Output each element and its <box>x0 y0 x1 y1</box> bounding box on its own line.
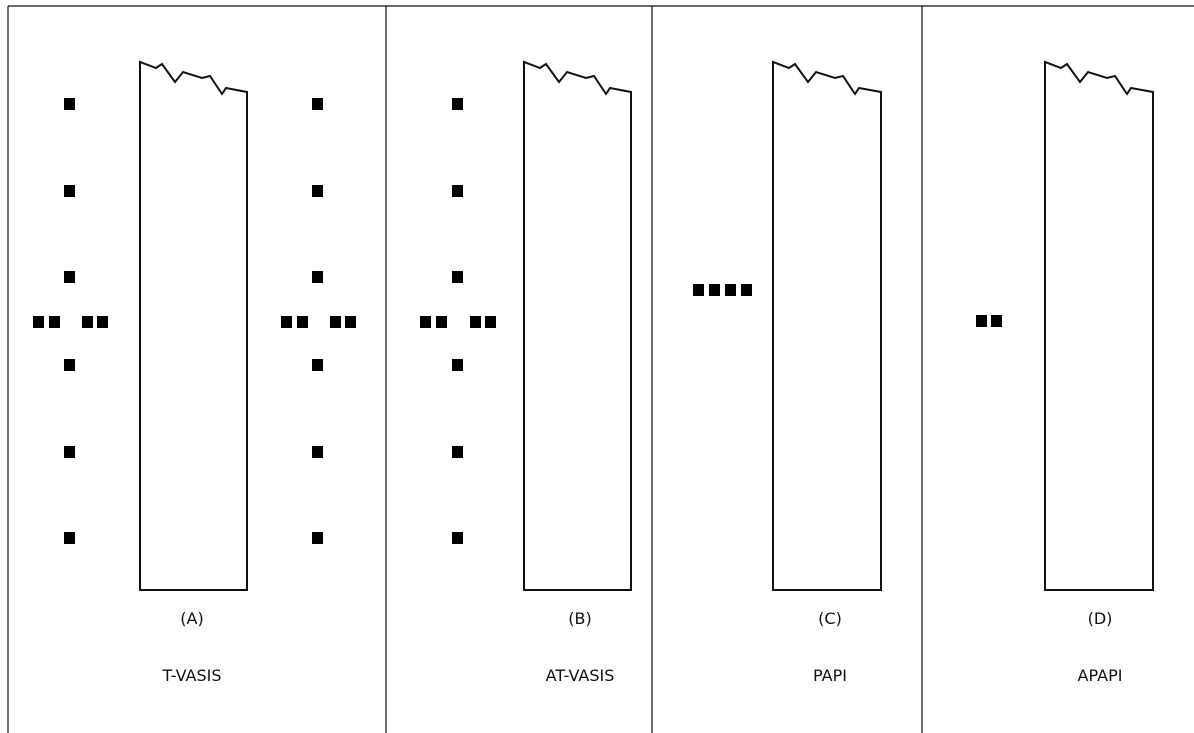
panel-system-name: PAPI <box>813 666 847 685</box>
light-unit <box>436 316 447 328</box>
light-unit <box>452 185 463 197</box>
light-unit <box>312 532 323 544</box>
panel-d: (D) APAPI <box>976 60 1154 685</box>
panel-system-name: APAPI <box>1078 666 1123 685</box>
light-unit <box>64 359 75 371</box>
light-unit <box>452 446 463 458</box>
panel-c: (C) PAPI <box>693 60 882 685</box>
light-unit <box>64 98 75 110</box>
left-t-light-array <box>33 98 108 544</box>
light-unit <box>297 316 308 328</box>
light-unit <box>312 359 323 371</box>
light-unit <box>312 271 323 283</box>
runway-outline <box>523 60 632 591</box>
panel-b: (B) AT-VASIS <box>420 60 632 685</box>
light-unit <box>64 446 75 458</box>
light-unit <box>312 185 323 197</box>
panel-letter: (B) <box>568 609 591 628</box>
light-unit <box>741 284 752 296</box>
light-unit <box>345 316 356 328</box>
light-unit <box>420 316 431 328</box>
light-unit <box>452 271 463 283</box>
light-unit <box>82 316 93 328</box>
frame <box>7 5 1194 733</box>
light-unit <box>97 316 108 328</box>
light-unit <box>64 185 75 197</box>
light-unit <box>709 284 720 296</box>
panel-system-name: AT-VASIS <box>546 666 615 685</box>
light-unit <box>991 315 1002 327</box>
light-unit <box>330 316 341 328</box>
light-unit <box>976 315 987 327</box>
light-unit <box>470 316 481 328</box>
runway-outline <box>772 60 882 591</box>
light-unit <box>452 98 463 110</box>
panel-letter: (D) <box>1088 609 1113 628</box>
runway-outline <box>1044 60 1154 591</box>
panel-a: (A) T-VASIS <box>33 60 356 685</box>
light-unit <box>452 359 463 371</box>
light-unit <box>312 446 323 458</box>
runway-outline <box>139 60 248 591</box>
light-unit <box>485 316 496 328</box>
papi-wing-bar <box>693 284 752 296</box>
light-unit <box>64 532 75 544</box>
right-t-light-array <box>281 98 356 544</box>
light-unit <box>49 316 60 328</box>
panel-letter: (A) <box>180 609 203 628</box>
panel-letter: (C) <box>818 609 842 628</box>
light-unit <box>452 532 463 544</box>
light-unit <box>725 284 736 296</box>
light-unit <box>312 98 323 110</box>
apapi-wing-bar <box>976 315 1002 327</box>
light-unit <box>64 271 75 283</box>
light-unit <box>33 316 44 328</box>
light-unit <box>693 284 704 296</box>
light-unit <box>281 316 292 328</box>
panel-system-name: T-VASIS <box>161 666 221 685</box>
t-light-array <box>420 98 496 544</box>
